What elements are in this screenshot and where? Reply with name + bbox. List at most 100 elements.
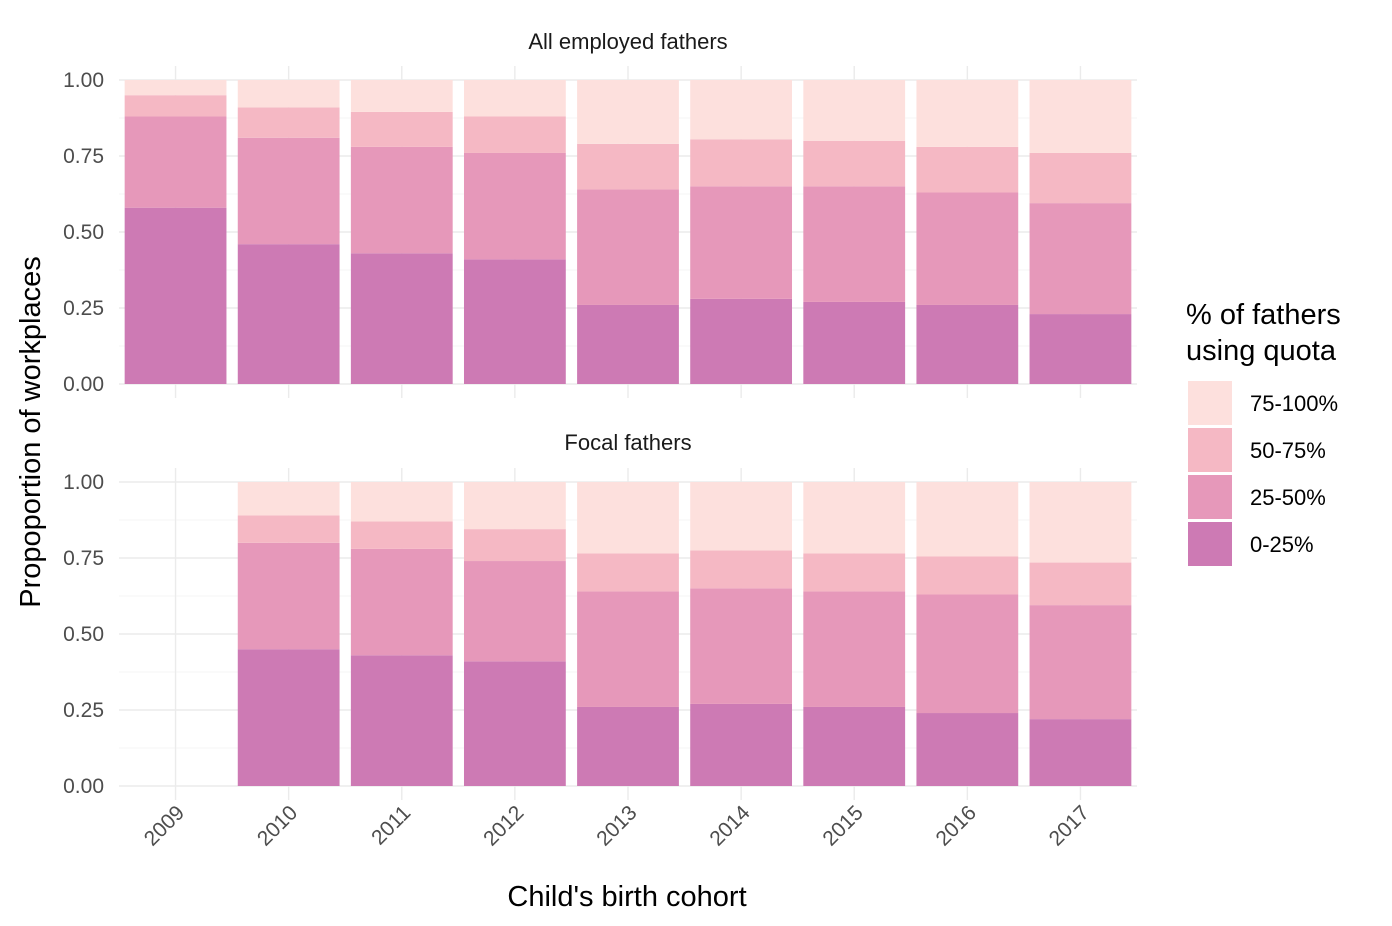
legend-label: 25-50% <box>1250 485 1326 510</box>
bar-segment-2016-25-50% <box>916 594 1019 714</box>
legend-swatch <box>1188 381 1232 425</box>
bar-segment-2012-75-100% <box>463 80 566 117</box>
bar-segment-2011-50-75% <box>350 521 453 549</box>
y-tick-label: 0.00 <box>63 373 104 396</box>
bar-segment-2013-25-50% <box>577 189 679 305</box>
bar-segment-2017-25-50% <box>1029 605 1132 720</box>
panel-1: 0.00 0.25 0.50 0.75 1.00 All employed fathers <box>63 29 1137 398</box>
panel-2: 0.00 0.25 0.50 0.75 1.00 Focal fathers <box>63 430 1137 800</box>
bar-segment-2016-0-25% <box>916 713 1019 786</box>
y-tick-label: 0.25 <box>63 297 104 320</box>
bar-segment-2012-50-75% <box>463 529 566 562</box>
y-tick-label: 0.50 <box>63 221 104 244</box>
bar-segment-2013-50-75% <box>577 553 679 592</box>
bar-segment-2011-25-50% <box>350 548 453 656</box>
bar-segment-2016-25-50% <box>916 192 1019 305</box>
bar-segment-2017-75-100% <box>1029 482 1132 563</box>
bar-segment-2012-75-100% <box>463 482 566 530</box>
bar-segment-2014-50-75% <box>690 139 793 187</box>
x-tick-label: 2017 <box>1045 801 1094 850</box>
bar-segment-2017-50-75% <box>1029 152 1132 204</box>
x-tick-label: 2016 <box>932 801 981 850</box>
bar-segment-2016-50-75% <box>916 146 1019 193</box>
legend-label: 50-75% <box>1250 438 1326 463</box>
x-tick-label: 2011 <box>367 801 415 849</box>
bar-segment-2013-0-25% <box>577 706 679 786</box>
panel-title: All employed fathers <box>528 29 727 54</box>
x-tick-label: 2009 <box>140 801 189 850</box>
bar-segment-2014-75-100% <box>690 80 793 140</box>
bar-segment-2009-75-100% <box>124 80 227 96</box>
x-axis: 2009 2010 2011 2012 2013 2014 2015 2016 2017 <box>140 801 1094 851</box>
y-tick-label: 1.00 <box>63 69 104 92</box>
legend-label: 0-25% <box>1250 532 1314 557</box>
bar-segment-2014-0-25% <box>690 703 793 786</box>
legend-swatch <box>1188 522 1232 566</box>
y-tick-label: 0.75 <box>63 547 104 570</box>
bar-segment-2017-0-25% <box>1029 314 1132 384</box>
bar-segment-2017-0-25% <box>1029 719 1132 786</box>
bar-segment-2013-25-50% <box>577 591 679 707</box>
bar-segment-2016-75-100% <box>916 482 1019 557</box>
bar-segment-2009-50-75% <box>124 95 227 117</box>
bar-segment-2014-25-50% <box>690 186 793 299</box>
bar-segment-2015-25-50% <box>803 591 906 707</box>
bar-segment-2011-25-50% <box>350 146 453 254</box>
legend: % of fathers using quota 75-100% 50-75% 25-5… <box>1186 299 1341 566</box>
x-tick-label: 2015 <box>818 801 867 850</box>
bar-segment-2015-0-25% <box>803 301 906 384</box>
bar-segment-2013-75-100% <box>577 482 679 554</box>
bar-segment-2015-0-25% <box>803 706 906 786</box>
x-tick-label: 2010 <box>253 801 302 850</box>
bar-segment-2011-0-25% <box>350 253 453 384</box>
bar-segment-2016-0-25% <box>916 304 1019 384</box>
bar-segment-2009-0-25% <box>124 207 227 384</box>
bar-segment-2015-50-75% <box>803 553 906 592</box>
y-axis-title: Propoportion of workplaces <box>15 256 47 607</box>
bar-segment-2011-75-100% <box>350 80 453 112</box>
bar-segment-2010-0-25% <box>237 244 340 384</box>
bar-segment-2013-0-25% <box>577 304 679 384</box>
bar-segment-2012-0-25% <box>463 259 566 384</box>
bar-segment-2010-75-100% <box>237 482 340 516</box>
x-tick-label: 2013 <box>592 801 641 850</box>
bar-segment-2017-75-100% <box>1029 80 1132 153</box>
bar-segment-2014-0-25% <box>690 298 793 384</box>
bar-segment-2016-50-75% <box>916 556 1019 595</box>
legend-swatch <box>1188 428 1232 472</box>
bar-segment-2014-50-75% <box>690 550 793 589</box>
bar-segment-2012-50-75% <box>463 116 566 153</box>
bar-segment-2010-0-25% <box>237 649 340 786</box>
x-tick-label: 2012 <box>479 801 528 850</box>
bar-segment-2015-50-75% <box>803 140 906 187</box>
bar-segment-2016-75-100% <box>916 80 1019 147</box>
bar-segment-2010-25-50% <box>237 542 340 650</box>
y-tick-label: 0.75 <box>63 145 104 168</box>
bar-segment-2013-50-75% <box>577 143 679 190</box>
y-tick-label: 1.00 <box>63 471 104 494</box>
panel-title: Focal fathers <box>564 430 691 455</box>
x-tick-label: 2014 <box>705 801 755 851</box>
bar-segment-2014-75-100% <box>690 482 793 551</box>
bar-segment-2012-0-25% <box>463 661 566 786</box>
legend-title: % of fathers <box>1186 299 1341 331</box>
bar-segment-2017-50-75% <box>1029 562 1132 606</box>
bar-segment-2010-50-75% <box>237 107 340 138</box>
bar-segment-2010-25-50% <box>237 137 340 245</box>
bar-segment-2011-0-25% <box>350 655 453 786</box>
bar-segment-2012-25-50% <box>463 561 566 662</box>
bar-segment-2012-25-50% <box>463 152 566 260</box>
bar-segment-2011-75-100% <box>350 482 453 522</box>
x-axis-title: Child's birth cohort <box>507 881 746 913</box>
bar-segment-2014-25-50% <box>690 588 793 704</box>
y-tick-label: 0.25 <box>63 699 104 722</box>
bar-segment-2013-75-100% <box>577 80 679 144</box>
y-tick-label: 0.50 <box>63 623 104 646</box>
bar-segment-2010-75-100% <box>237 80 340 108</box>
legend-label: 75-100% <box>1250 391 1338 416</box>
chart-panels: 0.00 0.25 0.50 0.75 1.00 All employed fathers… <box>63 29 1137 800</box>
legend-swatch <box>1188 475 1232 519</box>
bar-segment-2009-25-50% <box>124 116 227 208</box>
legend-title: using quota <box>1186 335 1337 367</box>
